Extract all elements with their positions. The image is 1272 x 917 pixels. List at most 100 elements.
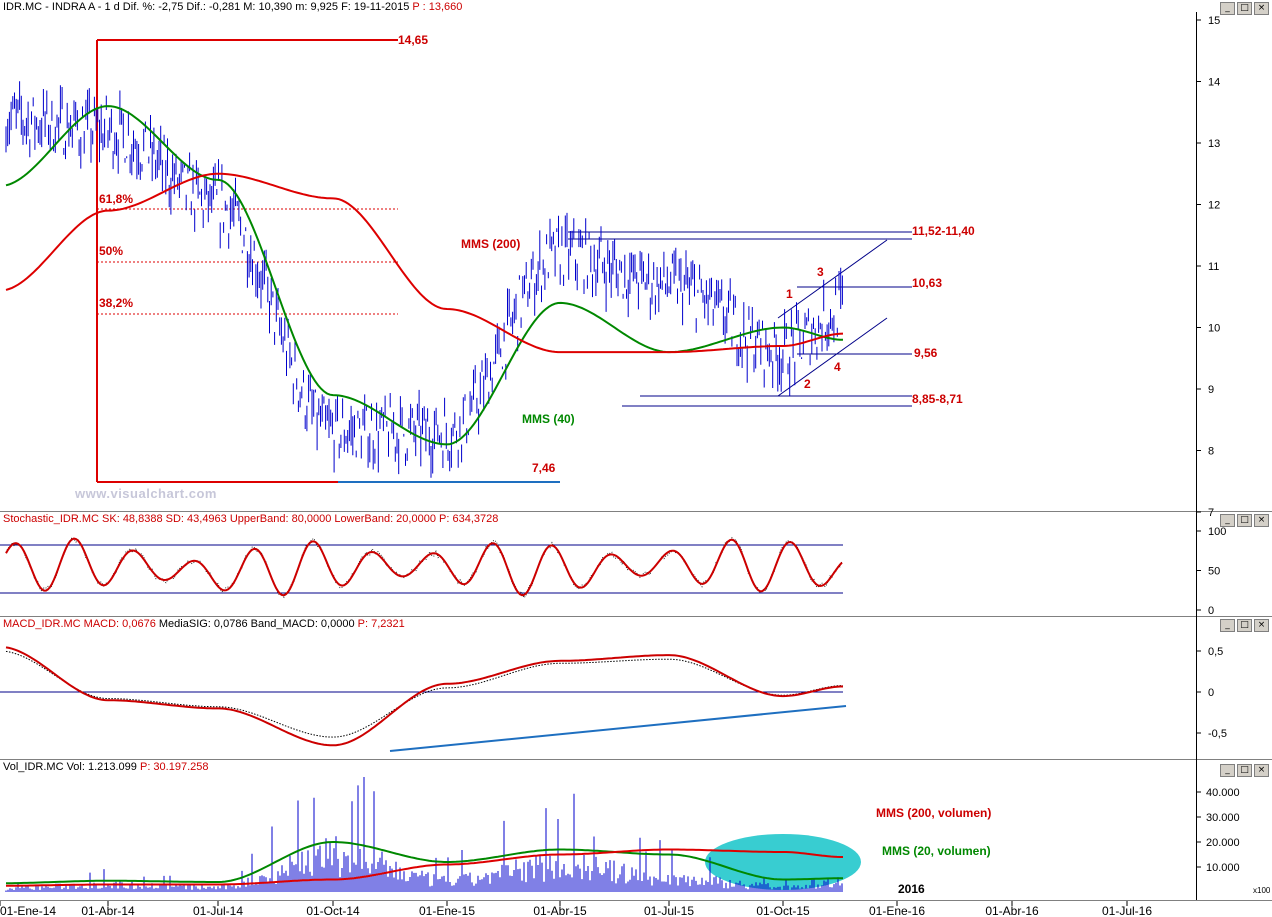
macd-tick-label: -0,5 (1208, 728, 1227, 740)
volume-header-text: Vol_IDR.MC Vol: 1.213.099 (3, 761, 137, 773)
label-wave3: 3 (817, 265, 824, 279)
x-axis-label: 01-Ene-16 (869, 904, 925, 917)
x-axis-label: 01-Jul-16 (1102, 904, 1152, 917)
vol-tick-label: 40.000 (1206, 787, 1240, 799)
stoch-header-p: P: 634,3728 (439, 513, 499, 525)
macd-header-macd: MACD_IDR.MC MACD: 0,0676 (3, 618, 156, 630)
x-axis-label: 01-Abr-15 (533, 904, 587, 917)
label-sup2: 8,85-8,71 (912, 392, 963, 406)
price-tick-label: 10 (1208, 323, 1220, 335)
stoch-tick-label: 100 (1208, 526, 1226, 538)
vol-tick-label: 30.000 (1206, 812, 1240, 824)
price-tick-label: 15 (1208, 15, 1220, 27)
label-wave4: 4 (834, 360, 841, 374)
year-label: 2016 (898, 882, 925, 896)
x-axis-label: 01-Oct-14 (306, 904, 360, 917)
volume-window-buttons: _ □ × (1220, 764, 1269, 777)
label-sup1: 9,56 (914, 346, 938, 360)
volume-header-p: P: 30.197.258 (139, 761, 209, 773)
stoch-header-text: Stochastic_IDR.MC SK: 48,8388 SD: 43,496… (3, 513, 436, 525)
close-button[interactable]: × (1254, 2, 1269, 15)
price-tick-label: 7 (1208, 507, 1214, 519)
label-wave1: 1 (786, 287, 793, 301)
minimize-button[interactable]: _ (1220, 619, 1235, 632)
price-tick-label: 14 (1208, 77, 1220, 89)
price-tick-label: 13 (1208, 138, 1220, 150)
label-mms200: MMS (200) (461, 237, 520, 251)
price-tick-label: 9 (1208, 384, 1214, 396)
stoch-window-buttons: _ □ × (1220, 514, 1269, 527)
volume-pane: Vol_IDR.MC Vol: 1.213.099 P: 30.197.258 … (0, 760, 1272, 900)
restore-button[interactable]: □ (1237, 619, 1252, 632)
label-fib50: 50% (99, 244, 123, 258)
price-header-p: P : 13,660 (412, 1, 463, 13)
label-res1: 11,52-11,40 (912, 224, 975, 238)
price-header-text: IDR.MC - INDRA A - 1 d Dif. %: -2,75 Dif… (3, 1, 410, 13)
macd-pane: MACD_IDR.MC MACD: 0,0676 MediaSIG: 0,078… (0, 617, 1272, 760)
macd-header-sig: MediaSIG: 0,0786 (158, 618, 248, 630)
restore-button[interactable]: □ (1237, 514, 1252, 527)
vol-tick-label: 10.000 (1206, 862, 1240, 874)
macd-tick-label: 0,5 (1208, 646, 1223, 658)
vol-mms20-line (6, 841, 843, 885)
restore-button[interactable]: □ (1237, 764, 1252, 777)
macd-trendline (389, 705, 847, 752)
vol-mms200-line (6, 848, 843, 887)
price-bars (5, 81, 843, 478)
price-tick-label: 8 (1208, 446, 1214, 458)
channel-lines (568, 231, 912, 407)
x-axis-label: 01-Oct-15 (756, 904, 810, 917)
label-wave2: 2 (804, 377, 811, 391)
label-vol200: MMS (200, volumen) (876, 806, 991, 820)
volume-header: Vol_IDR.MC Vol: 1.213.099 P: 30.197.258 (3, 761, 209, 773)
stoch-header: Stochastic_IDR.MC SK: 48,8388 SD: 43,496… (3, 513, 498, 525)
price-tick-label: 12 (1208, 200, 1220, 212)
stoch-tick-label: 0 (1208, 605, 1214, 617)
x-axis-label: 01-Ene-15 (419, 904, 475, 917)
label-res2: 10,63 (912, 276, 942, 290)
stoch-sk-line (5, 537, 843, 597)
price-header: IDR.MC - INDRA A - 1 d Dif. %: -2,75 Dif… (3, 1, 462, 13)
label-mms40: MMS (40) (522, 412, 575, 426)
watermark: www.visualchart.com (75, 486, 217, 501)
label-vol20: MMS (20, volumen) (882, 844, 991, 858)
restore-button[interactable]: □ (1237, 2, 1252, 15)
x-axis-label: 01-Jul-15 (644, 904, 694, 917)
macd-header: MACD_IDR.MC MACD: 0,0676 MediaSIG: 0,078… (3, 618, 405, 630)
label-fib618: 61,8% (99, 192, 133, 206)
minimize-button[interactable]: _ (1220, 764, 1235, 777)
stoch-bands (0, 544, 843, 594)
macd-header-band: Band_MACD: 0,0000 (250, 618, 355, 630)
vol-tick-label: 20.000 (1206, 837, 1240, 849)
volume-bars (5, 777, 843, 892)
mms40-line (5, 105, 844, 446)
price-window-buttons: _ □ × (1220, 2, 1269, 15)
macd-tick-label: 0 (1208, 687, 1214, 699)
label-fib382: 38,2% (99, 296, 133, 310)
minimize-button[interactable]: _ (1220, 514, 1235, 527)
label-high: 14,65 (398, 33, 428, 47)
macd-signal-line (5, 650, 843, 738)
stoch-pane: Stochastic_IDR.MC SK: 48,8388 SD: 43,496… (0, 512, 1272, 617)
label-low: 7,46 (532, 461, 556, 475)
mms200-line (5, 172, 844, 354)
close-button[interactable]: × (1254, 764, 1269, 777)
close-button[interactable]: × (1254, 514, 1269, 527)
close-button[interactable]: × (1254, 619, 1269, 632)
pane-dividers (0, 12, 1272, 901)
minimize-button[interactable]: _ (1220, 2, 1235, 15)
x-axis-label: 01-Abr-14 (81, 904, 135, 917)
price-tick-label: 11 (1208, 261, 1219, 273)
macd-line (5, 646, 843, 747)
macd-window-buttons: _ □ × (1220, 619, 1269, 632)
x-axis-label: 01-Ene-14 (0, 904, 56, 917)
stoch-tick-label: 50 (1208, 566, 1220, 578)
dynamic-marks (5, 81, 844, 892)
volume-unit: x100 (1253, 886, 1271, 895)
price-series (5, 81, 843, 478)
macd-header-p: P: 7,2321 (357, 618, 405, 630)
x-axis-label: 01-Abr-16 (985, 904, 1039, 917)
stoch-sd-line (5, 536, 843, 599)
x-axis-label: 01-Jul-14 (193, 904, 243, 917)
